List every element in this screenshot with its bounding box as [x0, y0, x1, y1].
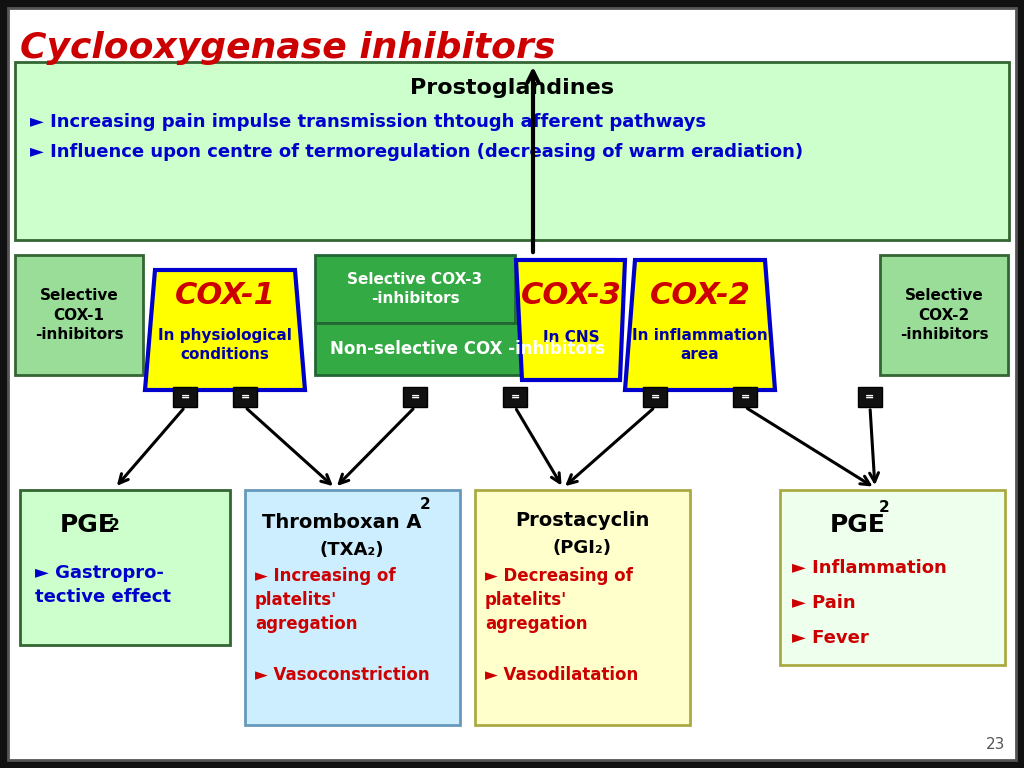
- Text: =: =: [241, 392, 250, 402]
- Text: PGE: PGE: [830, 513, 886, 537]
- Text: ► Influence upon centre of termoregulation (decreasing of warm eradiation): ► Influence upon centre of termoregulati…: [30, 143, 803, 161]
- Text: =: =: [180, 392, 189, 402]
- Text: ► Vasoconstriction: ► Vasoconstriction: [255, 666, 430, 684]
- FancyBboxPatch shape: [780, 490, 1005, 665]
- Text: ► Vasodilatation: ► Vasodilatation: [485, 666, 638, 684]
- Text: Cyclooxygenase inhibitors: Cyclooxygenase inhibitors: [20, 31, 555, 65]
- Text: ► Increasing of
platelits'
agregation: ► Increasing of platelits' agregation: [255, 568, 395, 633]
- Text: =: =: [865, 392, 874, 402]
- Text: (TXA₂): (TXA₂): [319, 541, 384, 559]
- Text: ► Decreasing of
platelits'
agregation: ► Decreasing of platelits' agregation: [485, 568, 633, 633]
- Text: Prostoglandines: Prostoglandines: [410, 78, 614, 98]
- FancyBboxPatch shape: [880, 255, 1008, 375]
- FancyBboxPatch shape: [315, 323, 620, 375]
- FancyBboxPatch shape: [20, 490, 230, 645]
- FancyBboxPatch shape: [475, 490, 690, 725]
- Text: 2: 2: [109, 518, 120, 533]
- Text: Non-selective COX -inhibitors: Non-selective COX -inhibitors: [330, 340, 604, 358]
- FancyBboxPatch shape: [503, 387, 527, 407]
- Polygon shape: [625, 260, 775, 390]
- Text: Thromboxan A: Thromboxan A: [262, 512, 422, 531]
- Polygon shape: [516, 260, 625, 380]
- FancyBboxPatch shape: [173, 387, 197, 407]
- Text: In CNS: In CNS: [543, 330, 599, 346]
- Text: COX-2: COX-2: [649, 282, 751, 310]
- Text: Selective
COX-2
-inhibitors: Selective COX-2 -inhibitors: [900, 288, 988, 343]
- Text: Prostacyclin: Prostacyclin: [515, 511, 649, 529]
- Text: 2: 2: [420, 497, 431, 512]
- Text: PGE: PGE: [60, 513, 116, 537]
- FancyBboxPatch shape: [15, 255, 143, 375]
- FancyBboxPatch shape: [315, 255, 515, 323]
- FancyBboxPatch shape: [245, 490, 460, 725]
- Text: COX-3: COX-3: [520, 282, 622, 310]
- Text: 2: 2: [879, 500, 890, 515]
- FancyBboxPatch shape: [643, 387, 667, 407]
- Text: =: =: [740, 392, 750, 402]
- FancyBboxPatch shape: [233, 387, 257, 407]
- Text: ► Inflammation: ► Inflammation: [792, 559, 947, 577]
- Text: ► Gastropro-
tective effect: ► Gastropro- tective effect: [35, 564, 171, 607]
- FancyBboxPatch shape: [858, 387, 882, 407]
- FancyBboxPatch shape: [733, 387, 757, 407]
- Text: In inflammation
area: In inflammation area: [632, 328, 768, 362]
- Text: =: =: [650, 392, 659, 402]
- Text: COX-1: COX-1: [174, 280, 275, 310]
- FancyBboxPatch shape: [8, 8, 1016, 760]
- FancyBboxPatch shape: [403, 387, 427, 407]
- Text: ► Increasing pain impulse transmission thtough afferent pathways: ► Increasing pain impulse transmission t…: [30, 113, 707, 131]
- Text: Selective
COX-1
-inhibitors: Selective COX-1 -inhibitors: [35, 288, 123, 343]
- Text: Selective COX-3
-inhibitors: Selective COX-3 -inhibitors: [347, 272, 482, 306]
- Text: 23: 23: [986, 737, 1005, 752]
- Text: In physiological
conditions: In physiological conditions: [158, 328, 292, 362]
- Text: ► Fever: ► Fever: [792, 629, 868, 647]
- Text: =: =: [510, 392, 519, 402]
- Text: (PGI₂): (PGI₂): [553, 539, 611, 557]
- Text: ► Pain: ► Pain: [792, 594, 856, 612]
- Polygon shape: [145, 270, 305, 390]
- FancyBboxPatch shape: [15, 62, 1009, 240]
- Text: =: =: [411, 392, 420, 402]
